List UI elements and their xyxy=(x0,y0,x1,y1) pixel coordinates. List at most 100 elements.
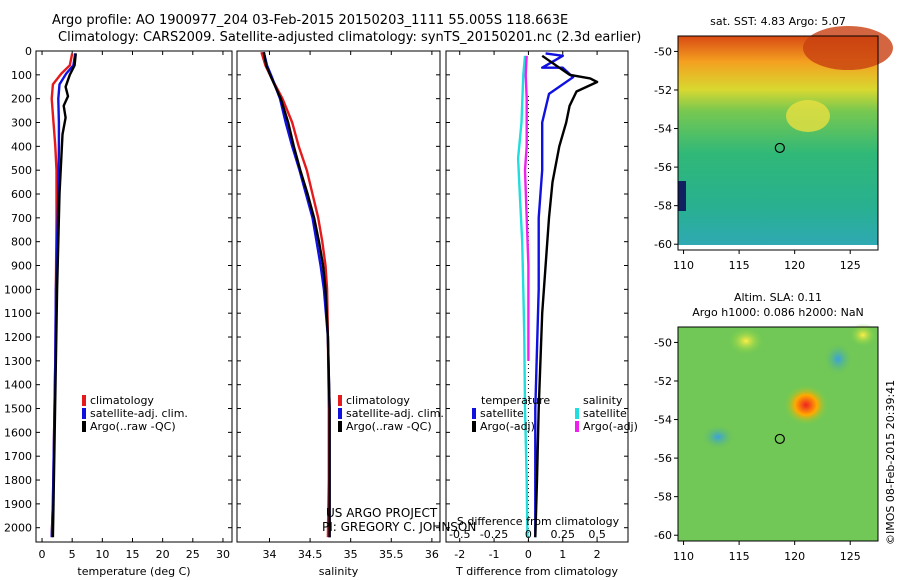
depth-tick-label: 1400 xyxy=(4,379,32,392)
sst-map-title: sat. SST: 4.83 Argo: 5.07 xyxy=(710,15,846,28)
sla-low-patch xyxy=(702,425,734,449)
difference-xlabel: T difference from climatology xyxy=(455,565,618,578)
argo-position-marker xyxy=(774,433,785,445)
panel-sla-map: 110 115 120 125 -50 -52 -54 -56 -58 -60 Altim. SLA… xyxy=(654,291,879,563)
difference-xtick-label: -2 xyxy=(454,548,465,561)
panel-salinity: 34 34.5 35 35.5 36 salinity climatologysatelli… xyxy=(236,50,444,578)
depth-tick-label: 1100 xyxy=(4,307,32,320)
legend-swatch xyxy=(82,395,86,406)
map-xtick-label: 125 xyxy=(840,550,861,563)
depth-tick-label: 400 xyxy=(11,140,32,153)
difference-xtick-label: -1 xyxy=(489,548,500,561)
sst-warm-patch xyxy=(786,100,830,132)
salinity-diff-tick-label: -0.5 xyxy=(449,528,470,541)
temperature-xtick-label: 30 xyxy=(216,548,230,561)
depth-tick-label: 1700 xyxy=(4,450,32,463)
legend-label: satellite xyxy=(480,407,524,420)
depth-tick-label: 1800 xyxy=(4,474,32,487)
sla-high-eddy xyxy=(784,385,828,425)
legend-swatch xyxy=(338,395,342,406)
sla-map-subtitle: Argo h1000: 0.086 h2000: NaN xyxy=(692,306,864,319)
temperature-xtick-label: 25 xyxy=(186,548,200,561)
depth-tick-label: 0 xyxy=(25,45,32,58)
salinity-series-argo-raw-qc- xyxy=(262,51,331,538)
figure-title-line1: Argo profile: AO 1900977_204 03-Feb-2015… xyxy=(52,13,569,28)
difference-series-satellite xyxy=(534,52,575,538)
project-label-line2: PI: GREGORY C. JOHNSON xyxy=(322,520,477,534)
sst-cold-edge xyxy=(678,181,686,211)
map-ytick-label: -52 xyxy=(654,375,672,388)
map-xtick-label: 115 xyxy=(729,259,750,272)
salinity-xtick-label: 34.5 xyxy=(298,548,323,561)
temperature-xtick-label: 5 xyxy=(69,548,76,561)
map-ytick-label: -54 xyxy=(654,123,672,136)
sla-high-patch xyxy=(849,323,877,347)
map-ytick-label: -52 xyxy=(654,84,672,97)
legend-swatch xyxy=(82,408,86,419)
argo-position-marker xyxy=(774,142,785,154)
salinity-diff-tick-label: -0.25 xyxy=(480,528,508,541)
map-xtick-label: 120 xyxy=(784,259,805,272)
map-ytick-label: -50 xyxy=(654,45,672,58)
legend-swatch xyxy=(82,421,86,432)
depth-tick-label: 1500 xyxy=(4,403,32,416)
legend-label: climatology xyxy=(346,394,410,407)
sla-map-title: Altim. SLA: 0.11 xyxy=(734,291,822,304)
difference-series-argo-adj- xyxy=(534,54,599,538)
legend-swatch xyxy=(575,408,579,419)
depth-tick-label: 1300 xyxy=(4,355,32,368)
map-ytick-label: -60 xyxy=(654,238,672,251)
sla-high-patch xyxy=(728,327,764,355)
temperature-xtick-label: 20 xyxy=(156,548,170,561)
temperature-series-argo-raw-qc- xyxy=(51,53,77,538)
depth-tick-label: 1600 xyxy=(4,426,32,439)
legend-label: satellite-adj. clim. xyxy=(90,407,188,420)
temperature-xtick-label: 15 xyxy=(125,548,139,561)
legend-header-temperature: temperature xyxy=(481,394,550,407)
depth-tick-label: 1000 xyxy=(4,283,32,296)
depth-tick-label: 100 xyxy=(11,69,32,82)
legend-label: Argo(..raw -QC) xyxy=(346,420,432,433)
salinity-xlabel: salinity xyxy=(319,565,359,578)
legend-label: climatology xyxy=(90,394,154,407)
depth-tick-label: 200 xyxy=(11,93,32,106)
legend-label: satellite xyxy=(583,407,627,420)
map-ytick-label: -56 xyxy=(654,452,672,465)
depth-tick-label: 300 xyxy=(11,117,32,130)
map-xtick-label: 110 xyxy=(673,550,694,563)
map-xtick-label: 125 xyxy=(840,259,861,272)
panel-difference: -2 -1 0 1 2 T difference from climatology -0.5… xyxy=(445,50,638,578)
sst-warm-region xyxy=(803,26,893,70)
panel-temperature: 0100200300400500600700800900100011001200… xyxy=(4,45,233,578)
map-xtick-label: 110 xyxy=(673,259,694,272)
legend-label: satellite-adj. clim. xyxy=(346,407,444,420)
depth-tick-label: 1200 xyxy=(4,331,32,344)
map-ytick-label: -58 xyxy=(654,491,672,504)
legend-swatch xyxy=(575,421,579,432)
temperature-xlabel: temperature (deg C) xyxy=(77,565,190,578)
legend-swatch xyxy=(472,408,476,419)
map-ytick-label: -58 xyxy=(654,200,672,213)
salinity-diff-tick-label: 0 xyxy=(525,528,532,541)
figure-title-line2: Climatology: CARS2009. Satellite-adjuste… xyxy=(58,30,642,45)
sst-missing-row xyxy=(678,245,878,250)
legend-swatch xyxy=(472,421,476,432)
depth-tick-label: 2000 xyxy=(4,522,32,535)
salinity-diff-tick-label: 0.25 xyxy=(551,528,576,541)
sla-low-eddy xyxy=(824,343,852,375)
map-xtick-label: 120 xyxy=(784,550,805,563)
project-label-line1: US ARGO PROJECT xyxy=(326,506,438,520)
depth-tick-label: 500 xyxy=(11,164,32,177)
salinity-xtick-label: 35 xyxy=(344,548,358,561)
depth-tick-label: 700 xyxy=(11,212,32,225)
legend-swatch xyxy=(338,421,342,432)
salinity-diff-tick-label: 0.5 xyxy=(588,528,606,541)
depth-tick-label: 900 xyxy=(11,260,32,273)
copyright-credit: ©IMOS 08-Feb-2015 20:39:41 xyxy=(884,379,897,545)
depth-tick-label: 1900 xyxy=(4,498,32,511)
difference-series-argo-adj- xyxy=(523,55,530,361)
map-ytick-label: -60 xyxy=(654,529,672,542)
legend-label: Argo(..raw -QC) xyxy=(90,420,176,433)
